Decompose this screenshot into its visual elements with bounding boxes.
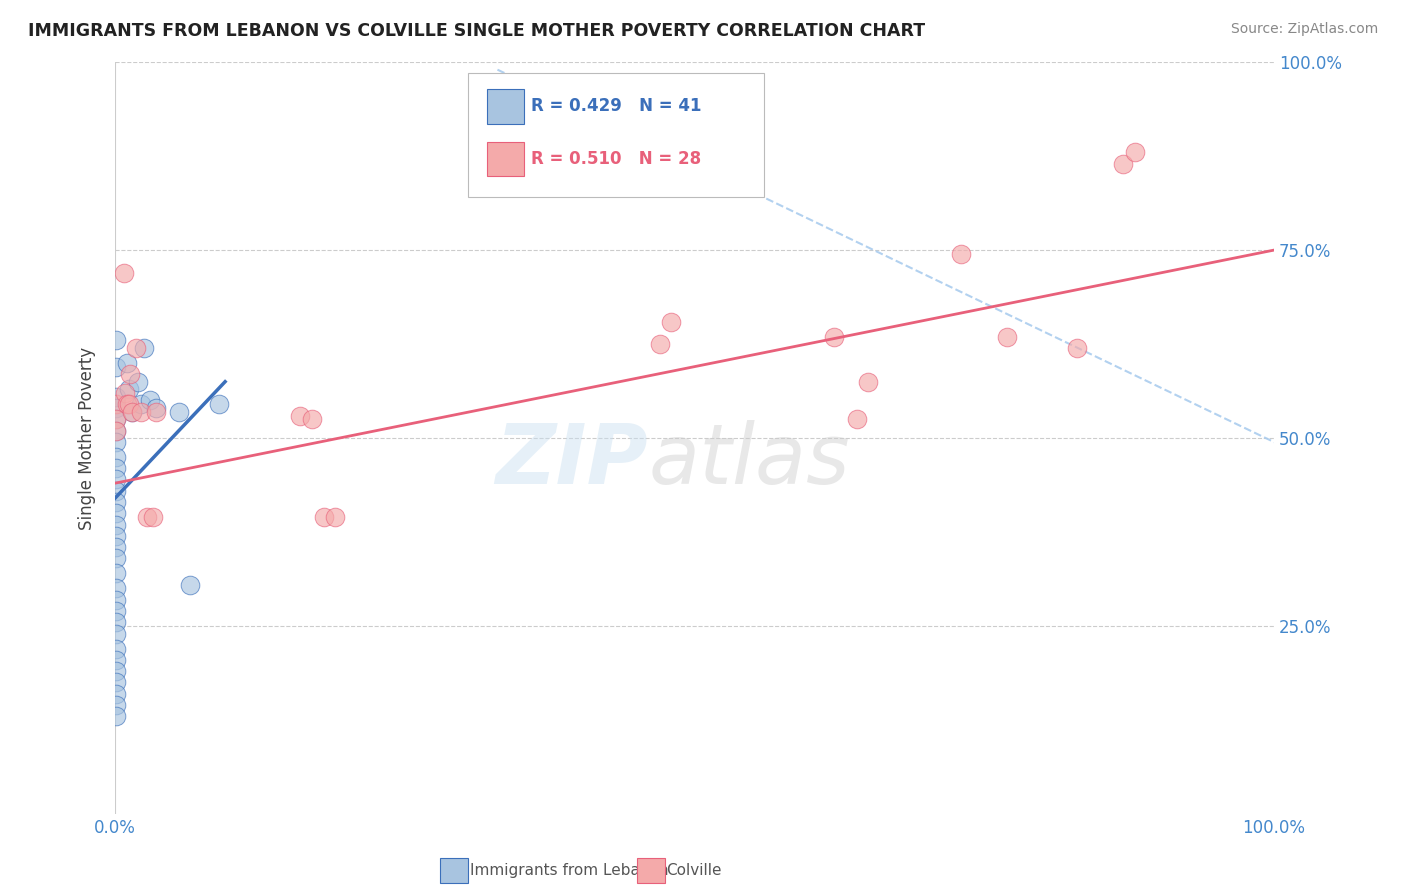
Point — [105, 653, 128, 667]
Point — [136, 510, 159, 524]
FancyBboxPatch shape — [486, 142, 524, 177]
Point — [142, 510, 165, 524]
Point — [105, 709, 128, 723]
Point — [105, 540, 128, 554]
Point — [105, 412, 128, 426]
Point — [105, 582, 128, 596]
Point — [114, 386, 136, 401]
Point — [118, 382, 141, 396]
Point — [121, 405, 143, 419]
Point — [105, 424, 128, 438]
Point — [139, 393, 162, 408]
Point — [145, 401, 167, 415]
Point — [105, 359, 128, 374]
Point — [112, 266, 135, 280]
Point — [145, 405, 167, 419]
Point — [167, 405, 190, 419]
Point — [120, 367, 142, 381]
Point — [1123, 145, 1146, 160]
Point — [105, 483, 128, 498]
Point — [121, 405, 143, 419]
Point — [115, 397, 138, 411]
Point — [1066, 341, 1088, 355]
Point — [105, 551, 128, 566]
Point — [105, 401, 128, 415]
Point — [858, 375, 880, 389]
Point — [105, 626, 128, 640]
Point — [105, 698, 128, 712]
Point — [105, 675, 128, 690]
Point — [105, 397, 128, 411]
FancyBboxPatch shape — [486, 89, 524, 124]
Point — [301, 412, 323, 426]
Text: Source: ZipAtlas.com: Source: ZipAtlas.com — [1230, 22, 1378, 37]
Point — [105, 687, 128, 701]
Point — [995, 329, 1018, 343]
Point — [105, 615, 128, 630]
Point — [105, 641, 128, 656]
Point — [105, 664, 128, 678]
Text: Immigrants from Lebanon: Immigrants from Lebanon — [470, 863, 668, 878]
Point — [1112, 156, 1135, 170]
Point — [290, 409, 312, 423]
Point — [105, 412, 128, 426]
Point — [312, 510, 335, 524]
Point — [208, 397, 231, 411]
Point — [648, 337, 671, 351]
Point — [127, 375, 149, 389]
Point — [118, 397, 141, 411]
Point — [125, 341, 148, 355]
Point — [845, 412, 868, 426]
Point — [105, 517, 128, 532]
Text: R = 0.510   N = 28: R = 0.510 N = 28 — [531, 150, 702, 168]
FancyBboxPatch shape — [468, 73, 763, 197]
Text: atlas: atlas — [648, 420, 849, 501]
Point — [105, 495, 128, 509]
Point — [129, 397, 152, 411]
Text: R = 0.429   N = 41: R = 0.429 N = 41 — [531, 97, 702, 115]
Point — [132, 341, 155, 355]
Point — [105, 529, 128, 543]
Point — [105, 434, 128, 449]
Point — [115, 356, 138, 370]
Text: IMMIGRANTS FROM LEBANON VS COLVILLE SINGLE MOTHER POVERTY CORRELATION CHART: IMMIGRANTS FROM LEBANON VS COLVILLE SING… — [28, 22, 925, 40]
Point — [105, 592, 128, 607]
Point — [105, 506, 128, 520]
Y-axis label: Single Mother Poverty: Single Mother Poverty — [79, 346, 96, 530]
Text: ZIP: ZIP — [495, 420, 648, 501]
Text: Colville: Colville — [666, 863, 721, 878]
Point — [823, 329, 845, 343]
Point — [129, 405, 152, 419]
Point — [105, 390, 128, 404]
Point — [105, 450, 128, 464]
Point — [950, 247, 973, 261]
Point — [659, 314, 682, 328]
Point — [105, 472, 128, 486]
Point — [105, 566, 128, 581]
Point — [105, 334, 128, 348]
Point — [105, 461, 128, 475]
Point — [323, 510, 346, 524]
Point — [105, 424, 128, 438]
Point — [105, 604, 128, 618]
Point — [179, 577, 201, 591]
